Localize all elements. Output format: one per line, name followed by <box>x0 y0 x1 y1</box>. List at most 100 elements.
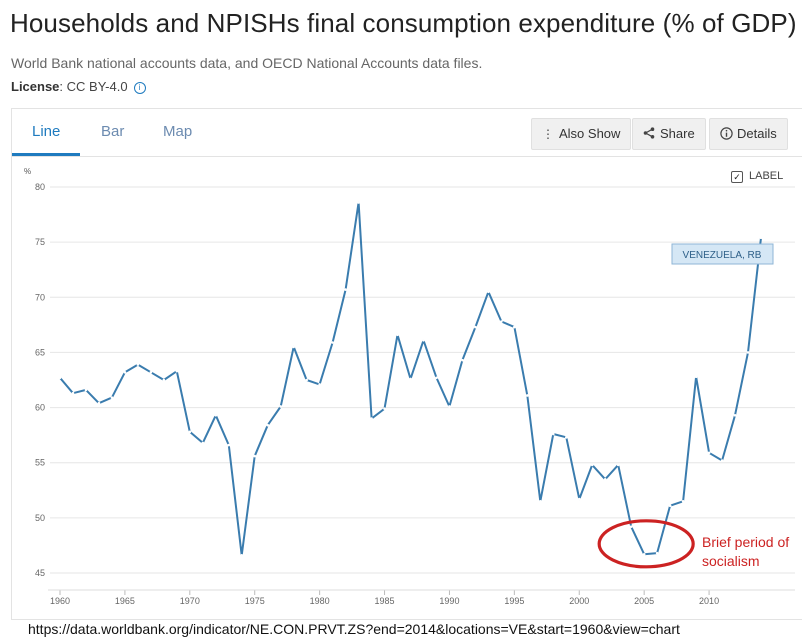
data-point <box>58 376 62 380</box>
x-tick-label: 1965 <box>115 596 135 606</box>
data-point <box>97 401 101 405</box>
data-point <box>694 375 698 378</box>
y-unit-label: % <box>24 167 31 176</box>
share-icon <box>642 119 656 149</box>
data-point <box>642 552 646 556</box>
tab-map[interactable]: Map <box>163 123 193 140</box>
data-point <box>655 551 659 555</box>
data-point <box>720 459 724 462</box>
data-point <box>668 504 672 508</box>
data-point <box>383 407 386 410</box>
data-point <box>136 363 140 366</box>
data-point <box>461 358 464 362</box>
share-button[interactable]: Share <box>632 118 706 150</box>
data-point <box>357 201 360 204</box>
y-tick-label: 60 <box>35 403 45 413</box>
annotation-text-line1: Brief period of <box>702 534 789 550</box>
series-label-box <box>671 243 774 265</box>
data-point <box>279 405 282 408</box>
data-point <box>110 396 114 399</box>
tab-line[interactable]: Line <box>32 123 61 140</box>
y-tick-label: 75 <box>35 237 45 247</box>
license-value: : CC BY-4.0 <box>59 79 128 94</box>
annotation-text-line2: socialism <box>702 553 760 569</box>
x-tick-label: 1960 <box>50 596 70 606</box>
data-point <box>733 413 737 417</box>
data-point <box>616 463 620 467</box>
data-point <box>214 413 218 417</box>
data-point <box>500 320 503 323</box>
more-vertical-icon: ⋮ <box>542 127 554 141</box>
data-point <box>305 378 308 382</box>
data-point <box>149 370 153 374</box>
x-tick-label: 1980 <box>310 596 330 606</box>
data-point <box>448 405 451 408</box>
data-point <box>123 370 127 374</box>
data-point <box>162 378 166 382</box>
details-label: Details <box>737 126 777 141</box>
source-url: https://data.worldbank.org/indicator/NE.… <box>28 621 680 637</box>
data-point <box>331 341 334 344</box>
data-point <box>746 351 750 354</box>
details-button[interactable]: Details <box>709 118 788 150</box>
license-label: License <box>11 79 60 94</box>
label-toggle-text: LABEL <box>749 170 784 182</box>
data-point <box>370 417 373 420</box>
data-point <box>318 383 321 386</box>
x-tick-label: 1975 <box>245 596 265 606</box>
x-tick-label: 2000 <box>569 596 589 606</box>
tab-bar[interactable]: Bar <box>101 123 125 140</box>
data-point <box>487 290 490 294</box>
license-row: License: CC BY-4.0 i <box>11 79 146 94</box>
y-tick-label: 65 <box>35 347 45 357</box>
data-point <box>240 554 244 557</box>
share-label: Share <box>660 126 695 141</box>
y-tick-label: 55 <box>35 458 45 468</box>
data-point <box>759 236 763 240</box>
data-point <box>577 497 581 501</box>
info-circle-icon <box>719 119 733 149</box>
y-tick-label: 80 <box>35 182 45 192</box>
data-point <box>253 454 257 458</box>
label-toggle[interactable]: ✓ LABEL <box>731 170 783 183</box>
y-tick-label: 45 <box>35 568 45 578</box>
chart-tabs: Line Bar Map ⋮ Also Show Share <box>12 109 802 157</box>
data-point <box>513 325 516 329</box>
x-tick-label: 2010 <box>699 596 719 606</box>
data-point <box>551 432 555 436</box>
data-point <box>526 394 529 397</box>
data-point <box>84 388 88 392</box>
data-point <box>539 500 542 503</box>
data-point <box>681 500 685 503</box>
annotation-ellipse <box>597 519 695 569</box>
also-show-label: Also Show <box>559 126 621 141</box>
info-icon[interactable]: i <box>133 82 146 94</box>
data-point <box>422 338 425 342</box>
data-point <box>71 391 75 395</box>
data-point <box>175 369 179 373</box>
data-point <box>396 333 399 337</box>
data-point <box>266 423 270 427</box>
active-tab-indicator <box>12 153 80 156</box>
data-point <box>474 325 477 329</box>
data-point <box>201 441 205 445</box>
y-tick-label: 70 <box>35 292 45 302</box>
x-tick-label: 1990 <box>439 596 459 606</box>
data-point <box>629 525 633 528</box>
y-tick-label: 50 <box>35 513 45 523</box>
series-label: VENEZUELA, RB <box>671 243 774 265</box>
also-show-button[interactable]: ⋮ Also Show <box>531 118 632 150</box>
source-note: World Bank national accounts data, and O… <box>11 55 483 71</box>
data-point <box>564 436 568 439</box>
x-tick-label: 1970 <box>180 596 200 606</box>
label-checkbox[interactable]: ✓ <box>731 171 743 183</box>
x-tick-label: 1985 <box>375 596 395 606</box>
data-point <box>227 443 231 447</box>
series-label-text: VENEZUELA, RB <box>683 250 762 261</box>
data-point <box>435 376 438 380</box>
data-point <box>707 451 711 455</box>
x-tick-label: 1995 <box>504 596 524 606</box>
data-point <box>292 345 295 349</box>
data-point <box>188 430 192 434</box>
